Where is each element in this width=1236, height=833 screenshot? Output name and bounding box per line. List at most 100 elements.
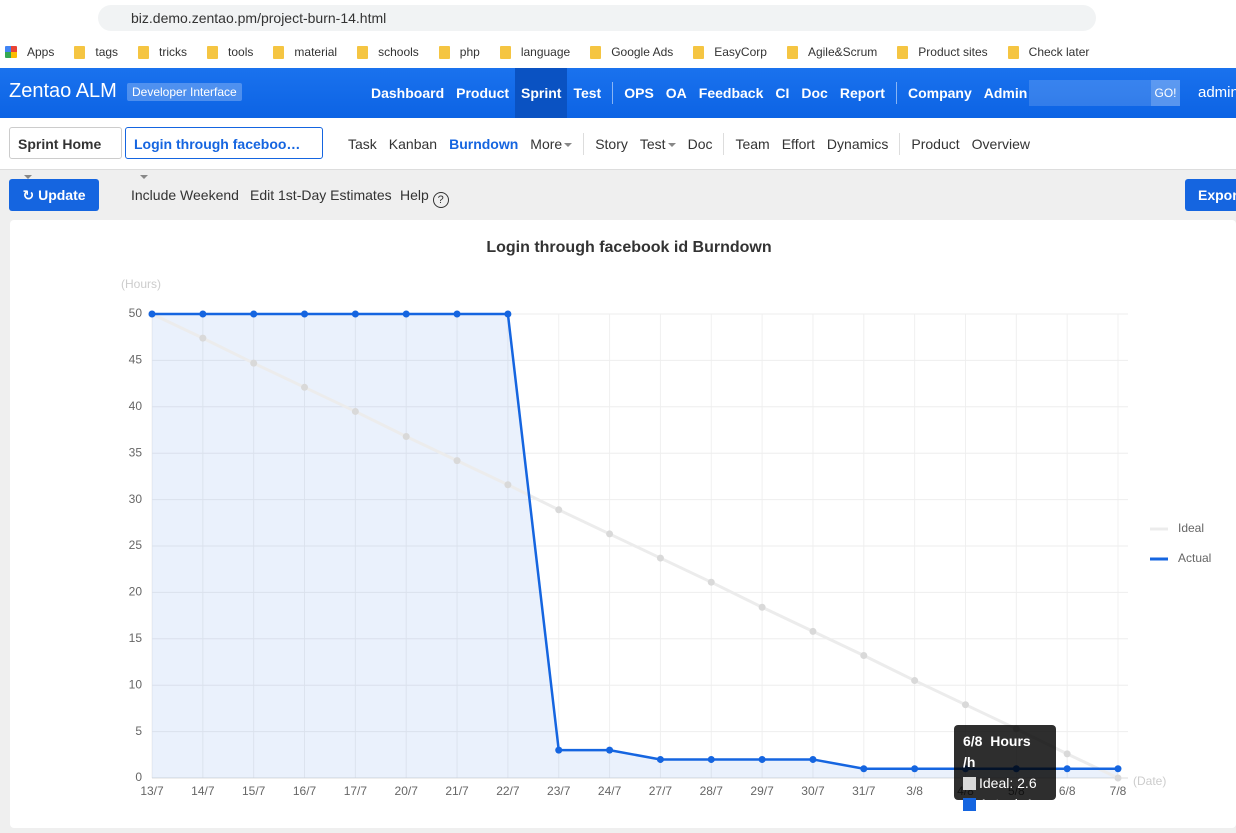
bookmark[interactable]: tags (74, 45, 118, 59)
tooltip-text: Ideal: 2.6 (979, 775, 1037, 791)
export-button[interactable]: Export (1185, 179, 1236, 211)
data-point (148, 310, 156, 318)
nav-item[interactable]: Test (573, 85, 602, 101)
bookmark-label: php (459, 45, 480, 59)
data-point (351, 310, 359, 318)
data-point (656, 554, 664, 562)
data-point (402, 432, 410, 440)
nav-item[interactable]: Report (839, 85, 885, 101)
sprint-home[interactable]: Sprint Home (9, 127, 122, 180)
x-tick-label: 31/7 (852, 784, 876, 798)
toolbar-link[interactable]: Include Weekend (131, 187, 239, 203)
bookmark[interactable]: Google Ads (590, 45, 673, 59)
data-point (555, 746, 563, 754)
update-button[interactable]: ↻ Update (9, 179, 99, 211)
data-point (402, 310, 410, 318)
data-point (606, 746, 614, 754)
bookmark[interactable]: material (273, 45, 337, 59)
bookmark[interactable]: tricks (138, 45, 187, 59)
bookmark-label: Product sites (918, 45, 988, 59)
brand[interactable]: Zentao ALM (9, 80, 117, 102)
bookmark[interactable]: Check later (1007, 45, 1089, 59)
sub-item[interactable]: Test (634, 136, 682, 152)
bookmark[interactable]: Product sites (897, 45, 988, 59)
bookmark[interactable]: language (499, 45, 571, 59)
separator (583, 132, 585, 155)
data-point (656, 755, 664, 763)
folder-icon (1007, 45, 1019, 59)
data-point (961, 701, 969, 709)
search-input[interactable] (1029, 80, 1151, 106)
badge[interactable]: Developer Interface (127, 83, 242, 101)
y-tick-label: 30 (129, 492, 143, 506)
folder-icon (74, 45, 86, 59)
bookmark-label: tags (95, 45, 119, 59)
y-tick-label: 25 (129, 538, 143, 552)
nav-item[interactable]: Sprint (515, 68, 568, 118)
x-tick-label: 24/7 (598, 784, 622, 798)
sub-item[interactable]: Burndown (449, 135, 519, 152)
nav-item[interactable]: Admin (983, 85, 1028, 101)
toolbar-link[interactable]: Help ? (400, 187, 449, 208)
bookmark-label: language (520, 45, 571, 59)
search-button[interactable]: GO! (1151, 80, 1180, 106)
caret (667, 142, 676, 147)
nav-menu: Dashboard Product Sprint Test OPS OA Fee… (365, 68, 1033, 118)
y-tick-label: 40 (129, 399, 143, 413)
navbar: Zentao ALM Developer Interface Dashboard… (0, 68, 1236, 118)
address-bar[interactable]: biz.demo.zentao.pm/project-burn-14.html (98, 5, 1096, 31)
bookmark[interactable]: Agile&Scrum (786, 45, 877, 59)
nav-item[interactable]: Company (907, 85, 972, 101)
y-tick-label: 15 (129, 631, 143, 645)
y-tick-label: 0 (135, 770, 142, 784)
sprint-select[interactable]: Login through faceboo… (125, 127, 323, 180)
bookmark[interactable]: schools (357, 45, 419, 59)
toolbar: ↻ Update Include Weekend Edit 1st-Day Es… (0, 170, 1236, 220)
x-tick-label: 23/7 (547, 784, 571, 798)
x-tick-label: 16/7 (293, 784, 317, 798)
nav-item[interactable]: Doc (801, 85, 828, 101)
sub-item[interactable]: Product (911, 135, 960, 152)
nav-item[interactable]: OA (665, 85, 687, 101)
bookmark[interactable]: php (438, 45, 480, 59)
data-point (606, 530, 614, 538)
data-point (250, 310, 258, 318)
nav-item[interactable]: CI (775, 85, 790, 101)
label: Update (38, 187, 86, 203)
sub-item[interactable]: Kanban (388, 135, 438, 152)
sub-item[interactable]: Dynamics (826, 135, 889, 152)
sub-item[interactable]: Task (348, 135, 377, 152)
sub-item[interactable]: Overview (971, 135, 1030, 152)
folder-icon (693, 45, 705, 59)
bookmark[interactable]: EasyCorp (693, 45, 767, 59)
sub-item[interactable]: Effort (781, 135, 815, 152)
data-point (809, 755, 817, 763)
folder-icon (273, 45, 285, 59)
sub-item[interactable]: More (524, 136, 578, 152)
x-tick-label: 21/7 (445, 784, 469, 798)
data-point (199, 334, 207, 342)
bookmark[interactable]: Apps (5, 45, 54, 59)
folder-icon (207, 45, 219, 59)
label: Sprint Home (18, 136, 102, 152)
x-axis-label: (Date) (1133, 774, 1166, 788)
toolbar-link[interactable]: Edit 1st-Day Estimates (250, 187, 392, 203)
data-point (250, 359, 258, 367)
nav-item[interactable]: Feedback (698, 85, 764, 101)
bookmark[interactable]: tools (207, 45, 253, 59)
sub-item[interactable]: Story (595, 135, 628, 152)
chart-panel: Login through facebook id Burndown (Hour… (10, 220, 1236, 828)
legend-label: Ideal (1178, 521, 1204, 535)
nav-item[interactable]: Product (456, 85, 510, 101)
sub-item[interactable]: Team (735, 135, 770, 152)
bookmark-label: material (294, 45, 338, 59)
separator (895, 82, 897, 104)
sub-item[interactable]: Doc (687, 135, 713, 152)
tooltip-header: 6/8 Hours /h (963, 731, 1047, 773)
bookmark-label: tricks (159, 45, 188, 59)
user-menu[interactable]: admin (1198, 84, 1236, 101)
nav-item[interactable]: OPS (624, 85, 654, 101)
nav-item[interactable]: Dashboard (371, 85, 445, 101)
x-tick-label: 30/7 (801, 784, 825, 798)
y-tick-label: 35 (129, 445, 143, 459)
